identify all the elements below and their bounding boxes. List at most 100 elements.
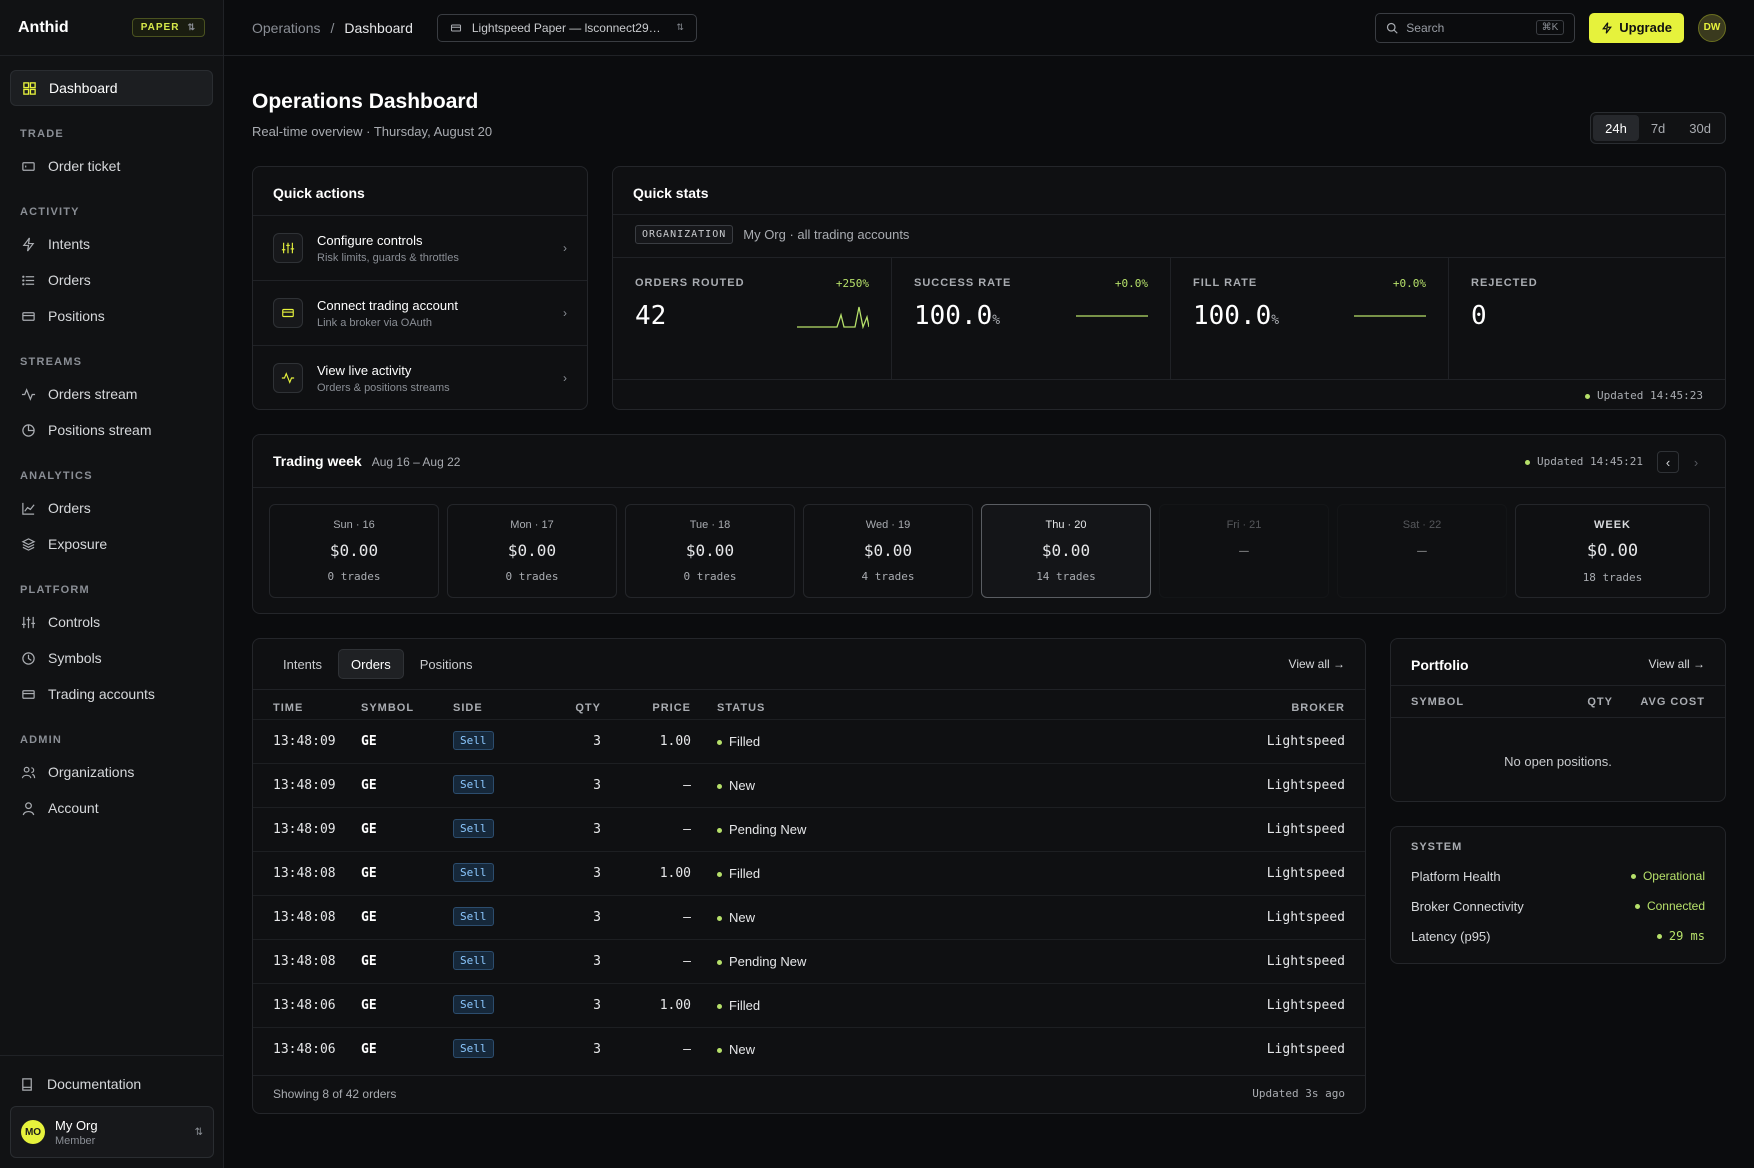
day-card-sat: Sat · 22 — xyxy=(1337,504,1507,598)
org-switcher[interactable]: MO My Org Member ⇅ xyxy=(10,1106,214,1158)
cell-broker: Lightspeed xyxy=(1266,866,1345,881)
sidebar-item-account[interactable]: Account xyxy=(10,790,213,826)
cell-symbol: GE xyxy=(361,998,377,1013)
col-broker: BROKER xyxy=(1291,702,1345,714)
system-value: Operational xyxy=(1630,869,1705,883)
quick-action-desc: Link a broker via OAuth xyxy=(317,316,432,329)
search-input[interactable]: Search ⌘K xyxy=(1375,12,1576,43)
quick-action-live-activity[interactable]: View live activity Orders & positions str… xyxy=(253,345,587,410)
user-avatar[interactable]: DW xyxy=(1698,13,1726,42)
cell-symbol: GE xyxy=(361,954,377,969)
sidebar-item-controls[interactable]: Controls xyxy=(10,604,213,640)
sidebar-item-order-ticket[interactable]: Order ticket xyxy=(10,148,213,184)
stat-value: 100.0% xyxy=(1193,301,1426,331)
cell-time: 13:48:06 xyxy=(273,998,336,1013)
sidebar-item-orders-stream[interactable]: Orders stream xyxy=(10,376,213,412)
chevron-left-icon: ‹ xyxy=(1665,454,1671,470)
quick-action-desc: Risk limits, guards & throttles xyxy=(317,251,459,264)
cell-time: 13:48:09 xyxy=(273,734,336,749)
day-label: Wed · 19 xyxy=(865,519,911,531)
sidebar-section-title: TRADE xyxy=(20,128,64,140)
status-text: Filled xyxy=(729,734,761,749)
breadcrumb-separator: / xyxy=(330,19,335,36)
pie-icon xyxy=(22,423,35,437)
sidebar-item-label: Symbols xyxy=(48,650,102,666)
tab-positions[interactable]: Positions xyxy=(419,656,473,672)
cell-symbol: GE xyxy=(361,822,377,837)
day-card-sun[interactable]: Sun · 16 $0.00 0 trades xyxy=(269,504,439,598)
status-text: Filled xyxy=(729,998,761,1013)
chevron-right-icon: › xyxy=(563,306,567,320)
sidebar-item-positions[interactable]: Positions xyxy=(10,298,213,334)
table-row[interactable]: 13:48:08 GE Sell 3 — Pending New Lightspeed xyxy=(253,939,1365,983)
day-card-tue[interactable]: Tue · 18 $0.00 0 trades xyxy=(625,504,795,598)
status-dot xyxy=(717,960,722,966)
table-row[interactable]: 13:48:08 GE Sell 3 1.00 Filled Lightspeed xyxy=(253,851,1365,895)
stat-label: SUCCESS RATE xyxy=(914,277,1012,289)
bolt-icon xyxy=(1602,21,1613,34)
upgrade-button[interactable]: Upgrade xyxy=(1589,12,1684,43)
table-row[interactable]: 13:48:09 GE Sell 3 — Pending New Lightspeed xyxy=(253,807,1365,851)
range-24h[interactable]: 24h xyxy=(1593,115,1639,141)
chevron-updown-icon: ⇅ xyxy=(194,1126,203,1138)
quick-action-connect-account[interactable]: Connect trading account Link a broker via… xyxy=(253,280,587,345)
sidebar-item-label: Orders xyxy=(48,500,91,516)
day-card-thu[interactable]: Thu · 20 $0.00 14 trades xyxy=(981,504,1151,598)
tab-orders[interactable]: Orders xyxy=(338,649,404,679)
stat-unit: % xyxy=(992,313,1001,328)
table-row[interactable]: 13:48:09 GE Sell 3 1.00 Filled Lightspeed xyxy=(253,719,1365,763)
orders-view-all-link[interactable]: View all → xyxy=(1288,657,1345,671)
day-card-mon[interactable]: Mon · 17 $0.00 0 trades xyxy=(447,504,617,598)
sidebar-item-exposure[interactable]: Exposure xyxy=(10,526,213,562)
chevron-right-icon: › xyxy=(1693,454,1699,470)
day-label: Fri · 21 xyxy=(1226,519,1262,531)
next-week-button[interactable]: › xyxy=(1685,451,1707,473)
sidebar: Anthid PAPER ⇅ Dashboard TRADE Order tick… xyxy=(0,0,224,1168)
cell-qty: 3 xyxy=(593,734,601,749)
mode-switcher[interactable]: PAPER ⇅ xyxy=(131,18,205,37)
stat-delta: +0.0% xyxy=(1114,277,1148,290)
sidebar-item-intents[interactable]: Intents xyxy=(10,226,213,262)
stat-unit: % xyxy=(1271,313,1280,328)
range-30d[interactable]: 30d xyxy=(1689,120,1711,136)
trading-week-card: Trading week Aug 16 – Aug 22 Updated 14:… xyxy=(252,434,1726,614)
table-row[interactable]: 13:48:06 GE Sell 3 1.00 Filled Lightspeed xyxy=(253,983,1365,1027)
trading-week-range: Aug 16 – Aug 22 xyxy=(371,455,461,469)
cell-price: — xyxy=(683,822,691,837)
quick-action-configure-controls[interactable]: Configure controls Risk limits, guards & … xyxy=(253,215,587,280)
main-content: Operations Dashboard Real-time overview … xyxy=(252,56,1726,1114)
activity-icon xyxy=(273,363,303,393)
cell-broker: Lightspeed xyxy=(1266,822,1345,837)
brand-header: Anthid PAPER ⇅ xyxy=(0,0,223,56)
stat-fill-rate: FILL RATE +0.0% 100.0% xyxy=(1171,257,1449,379)
status-text: Filled xyxy=(729,866,761,881)
range-7d[interactable]: 7d xyxy=(1650,120,1666,136)
table-row[interactable]: 13:48:06 GE Sell 3 — New Lightspeed xyxy=(253,1027,1365,1071)
documentation-link[interactable]: Documentation xyxy=(10,1066,214,1102)
system-label: Broker Connectivity xyxy=(1411,898,1524,914)
sidebar-item-organizations[interactable]: Organizations xyxy=(10,754,213,790)
sidebar-item-dashboard[interactable]: Dashboard xyxy=(10,70,213,106)
sidebar-item-positions-stream[interactable]: Positions stream xyxy=(10,412,213,448)
tab-intents[interactable]: Intents xyxy=(283,656,323,672)
sidebar-item-trading-accounts[interactable]: Trading accounts xyxy=(10,676,213,712)
sidebar-item-analytics-orders[interactable]: Orders xyxy=(10,490,213,526)
cell-qty: 3 xyxy=(593,1042,601,1057)
quick-action-desc: Orders & positions streams xyxy=(317,381,450,394)
day-card-wed[interactable]: Wed · 19 $0.00 4 trades xyxy=(803,504,973,598)
sidebar-item-symbols[interactable]: Symbols xyxy=(10,640,213,676)
card-icon xyxy=(273,298,303,328)
day-label: Thu · 20 xyxy=(1045,519,1087,531)
divider xyxy=(613,214,1725,215)
table-row[interactable]: 13:48:08 GE Sell 3 — New Lightspeed xyxy=(253,895,1365,939)
stat-label: ORDERS ROUTED xyxy=(635,277,745,289)
prev-week-button[interactable]: ‹ xyxy=(1657,451,1679,473)
documentation-label: Documentation xyxy=(47,1076,142,1092)
breadcrumb-parent[interactable]: Operations xyxy=(252,19,321,36)
portfolio-view-all-link[interactable]: View all → xyxy=(1648,657,1705,671)
sidebar-item-orders[interactable]: Orders xyxy=(10,262,213,298)
upgrade-label: Upgrade xyxy=(1619,20,1672,35)
system-title: SYSTEM xyxy=(1411,841,1463,853)
table-row[interactable]: 13:48:09 GE Sell 3 — New Lightspeed xyxy=(253,763,1365,807)
trading-account-select[interactable]: Lightspeed Paper — lsconnect29… ⇅ xyxy=(436,13,697,42)
